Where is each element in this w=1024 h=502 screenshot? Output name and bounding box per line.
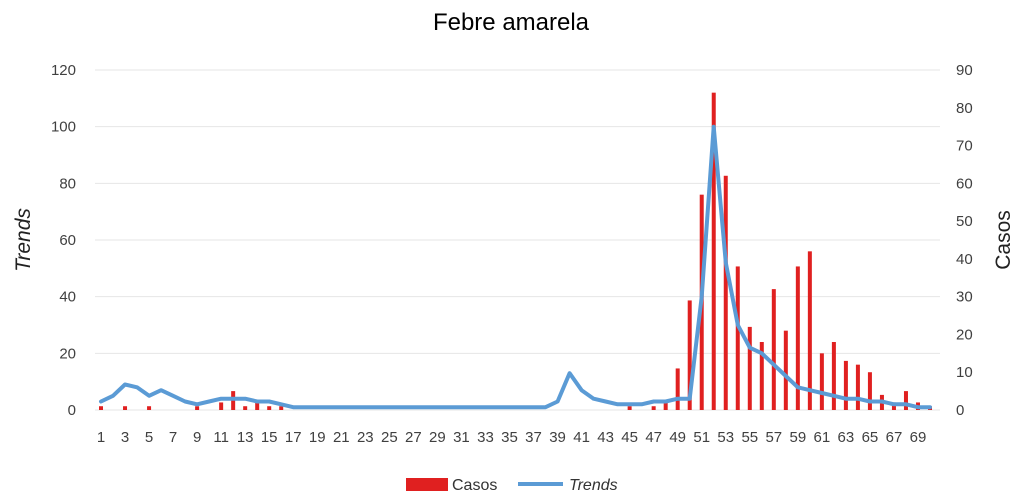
legend-casos-swatch — [406, 478, 448, 491]
y2-tick-label: 80 — [956, 100, 973, 117]
trends-line — [99, 124, 932, 410]
x-tick-label: 35 — [501, 429, 518, 446]
x-tick-label: 25 — [381, 429, 398, 446]
casos-bar — [651, 406, 656, 410]
x-tick-label: 53 — [717, 429, 734, 446]
x-tick-label: 11 — [213, 429, 229, 446]
x-tick-label: 41 — [573, 429, 590, 446]
y2-tick-label: 60 — [956, 175, 973, 192]
casos-bar — [279, 406, 284, 410]
y-tick-label: 20 — [59, 345, 76, 362]
x-tick-label: 31 — [453, 429, 470, 446]
casos-bar — [219, 402, 224, 410]
casos-bar — [771, 289, 776, 410]
x-tick-label: 13 — [237, 429, 254, 446]
legend-trends-label: Trends — [569, 477, 618, 494]
left-axis-title: Trends — [12, 208, 35, 272]
casos-bar — [843, 360, 848, 410]
x-tick-label: 63 — [838, 429, 855, 446]
y2-tick-label: 20 — [956, 326, 973, 343]
x-tick-label: 45 — [621, 429, 638, 446]
y2-tick-label: 70 — [956, 138, 973, 155]
legend: Casos Trends — [406, 477, 618, 494]
y-tick-label: 0 — [68, 402, 76, 419]
casos-bar — [243, 406, 248, 410]
casos-bars — [99, 92, 932, 411]
casos-bar — [735, 266, 740, 410]
casos-bar — [99, 406, 103, 410]
right-axis-ticks: 0 10 20 30 40 50 60 70 80 90 — [956, 62, 973, 419]
x-tick-label: 15 — [261, 429, 278, 446]
casos-bar — [903, 391, 908, 410]
y2-tick-label: 30 — [956, 289, 973, 306]
casos-bar — [867, 372, 872, 410]
x-tick-label: 1 — [97, 429, 105, 446]
x-tick-label: 51 — [693, 429, 710, 446]
y-tick-label: 120 — [51, 62, 76, 79]
y-tick-label: 40 — [59, 289, 76, 306]
casos-bar — [831, 342, 836, 410]
x-tick-label: 33 — [477, 429, 494, 446]
x-tick-label: 55 — [741, 429, 758, 446]
x-tick-label: 5 — [145, 429, 153, 446]
x-tick-label: 65 — [862, 429, 879, 446]
y2-tick-label: 0 — [956, 402, 964, 419]
x-tick-label: 61 — [814, 429, 831, 446]
x-tick-label: 67 — [886, 429, 903, 446]
casos-bar — [747, 326, 752, 410]
y2-tick-label: 10 — [956, 364, 973, 381]
x-tick-label: 39 — [549, 429, 566, 446]
x-tick-label: 19 — [309, 429, 326, 446]
x-tick-label: 21 — [333, 429, 350, 446]
casos-bar — [147, 406, 152, 410]
x-tick-label: 9 — [193, 429, 201, 446]
x-tick-label: 3 — [121, 429, 129, 446]
casos-bar — [795, 266, 800, 410]
casos-bar — [723, 175, 728, 410]
casos-bar — [675, 368, 680, 410]
x-tick-label: 23 — [357, 429, 374, 446]
x-tick-label: 17 — [285, 429, 302, 446]
trends-line-group — [99, 124, 932, 410]
casos-bar — [123, 406, 128, 410]
x-tick-label: 27 — [405, 429, 422, 446]
x-axis-ticks: 1 3 5 7 9 11 13 15 17 19 21 23 25 27 29 31 33 35 37 39 41 43 4… — [97, 429, 927, 446]
x-tick-label: 7 — [169, 429, 177, 446]
casos-bar — [267, 406, 272, 410]
x-tick-label: 57 — [765, 429, 782, 446]
y2-tick-label: 90 — [956, 62, 973, 79]
x-tick-label: 59 — [789, 429, 806, 446]
casos-bar — [663, 402, 668, 410]
casos-bar — [687, 300, 692, 410]
right-axis-title: Casos — [992, 210, 1015, 270]
x-tick-label: 49 — [669, 429, 686, 446]
x-tick-label: 47 — [645, 429, 662, 446]
x-tick-label: 43 — [597, 429, 614, 446]
y2-tick-label: 40 — [956, 251, 973, 268]
casos-bar — [807, 251, 812, 410]
casos-bar — [855, 364, 860, 410]
left-axis-ticks: 0 20 40 60 80 100 120 — [51, 62, 76, 419]
casos-bar — [819, 353, 824, 410]
casos-bar — [759, 342, 764, 410]
casos-bar — [783, 330, 788, 410]
legend-casos-label: Casos — [452, 477, 497, 494]
chart-title: Febre amarela — [433, 9, 590, 36]
casos-bar — [627, 406, 632, 410]
x-tick-label: 29 — [429, 429, 446, 446]
x-tick-label: 37 — [525, 429, 542, 446]
gridlines — [95, 69, 940, 411]
y-tick-label: 100 — [51, 119, 76, 136]
y-tick-label: 80 — [59, 175, 76, 192]
y-tick-label: 60 — [59, 232, 76, 249]
y2-tick-label: 50 — [956, 213, 973, 230]
x-tick-label: 69 — [910, 429, 927, 446]
casos-bar — [711, 92, 716, 411]
casos-bar — [255, 402, 260, 410]
casos-bar — [195, 406, 200, 410]
